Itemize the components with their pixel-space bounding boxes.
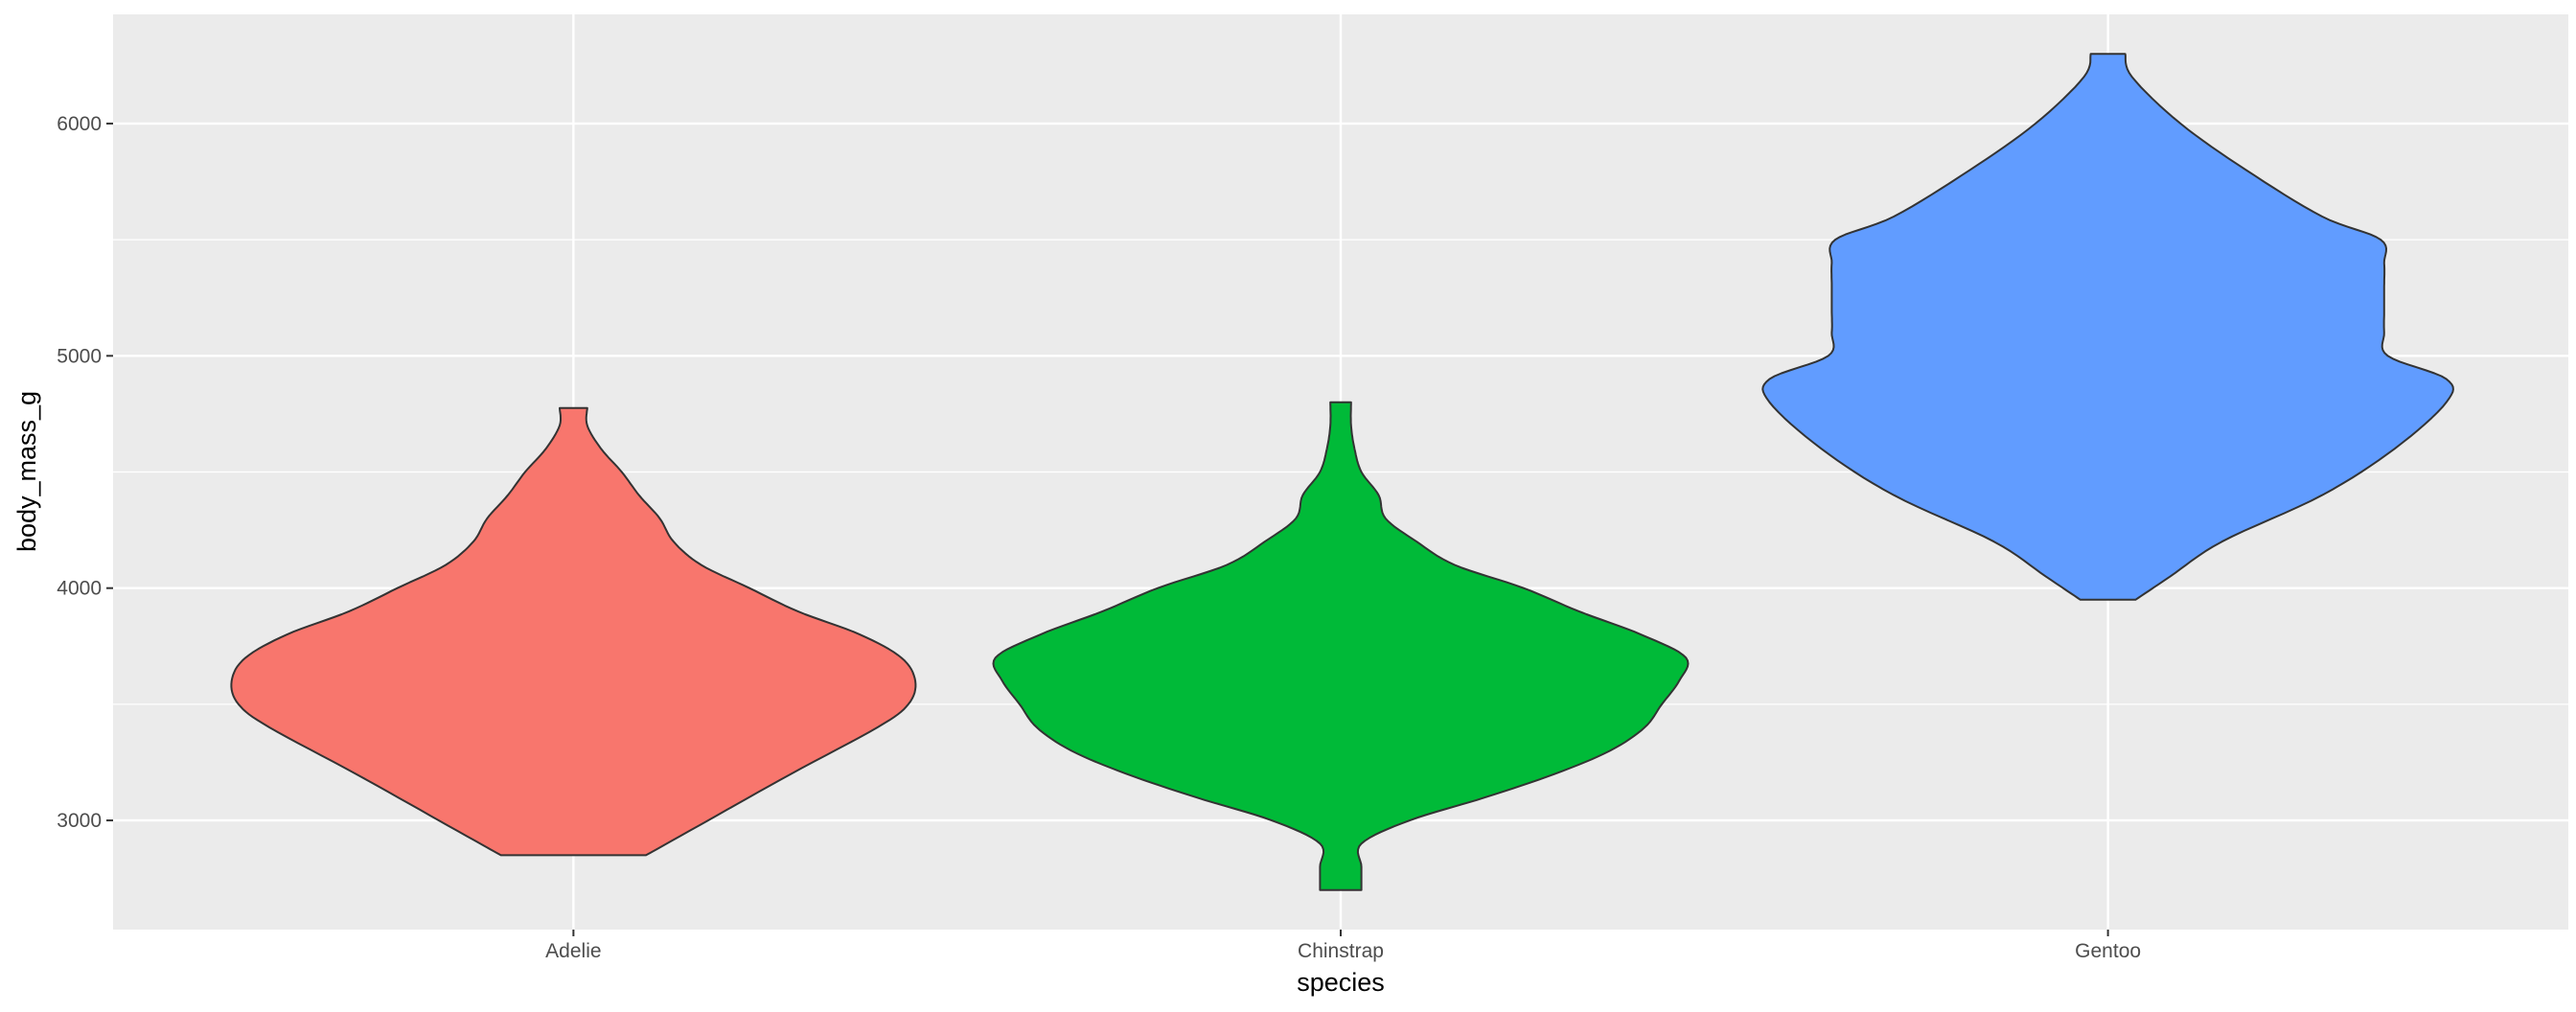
y-axis-title: body_mass_g xyxy=(12,391,41,552)
x-tick-label: Chinstrap xyxy=(1298,940,1384,962)
y-axis-ticks: 3000 4000 5000 6000 xyxy=(57,113,113,832)
x-axis-title: species xyxy=(1297,968,1385,997)
x-tick-label: Gentoo xyxy=(2075,940,2141,962)
violin-gentoo xyxy=(1761,53,2454,601)
y-tick-label: 4000 xyxy=(57,578,102,600)
y-tick-label: 5000 xyxy=(57,345,102,367)
y-tick-label: 6000 xyxy=(57,113,102,135)
violin-adelie xyxy=(230,406,917,857)
y-tick-label: 3000 xyxy=(57,810,102,832)
x-axis-ticks: Adelie Chinstrap Gentoo xyxy=(545,930,2141,962)
violin-chinstrap xyxy=(992,401,1690,891)
violin-layer xyxy=(230,53,2454,891)
x-tick-label: Adelie xyxy=(545,940,601,962)
